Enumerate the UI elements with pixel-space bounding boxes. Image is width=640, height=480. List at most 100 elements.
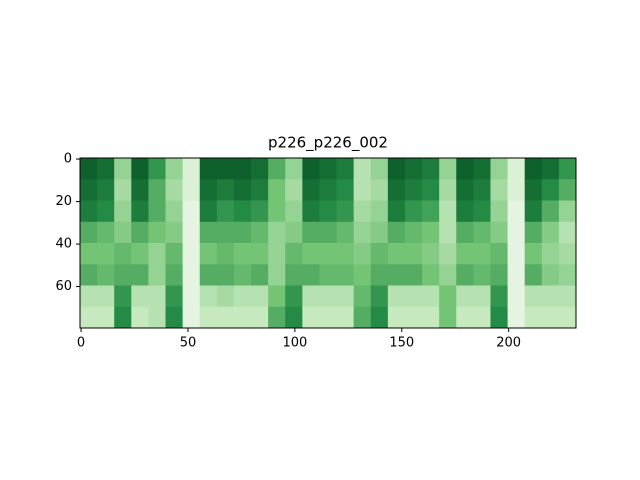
cell <box>165 200 184 223</box>
cell <box>558 200 577 223</box>
cell <box>387 179 406 201</box>
cell <box>456 285 474 308</box>
cell <box>507 221 526 244</box>
cell <box>404 285 423 308</box>
cell <box>524 243 543 265</box>
cell <box>473 264 491 286</box>
cell <box>302 285 320 308</box>
cell <box>199 179 218 201</box>
cell <box>182 285 201 308</box>
y-tick-label: 60 <box>55 279 72 294</box>
cell <box>114 158 132 180</box>
cell <box>97 158 115 180</box>
cell <box>182 264 201 286</box>
cell <box>558 221 577 244</box>
cell <box>233 285 252 308</box>
cell <box>490 264 509 286</box>
cell <box>114 264 132 286</box>
cell <box>456 243 474 265</box>
cell <box>285 179 303 201</box>
axes-frame <box>79 157 577 329</box>
cell <box>456 306 474 329</box>
cell <box>387 285 406 308</box>
cell <box>148 221 167 244</box>
cell <box>507 285 526 308</box>
cell <box>490 285 509 308</box>
cell <box>165 306 184 329</box>
cell <box>353 221 372 244</box>
cell <box>268 306 286 329</box>
cell <box>165 243 184 265</box>
cell <box>422 200 440 223</box>
cell <box>456 264 474 286</box>
cell <box>80 306 98 329</box>
cell <box>182 200 201 223</box>
cell <box>473 243 491 265</box>
cell <box>233 264 252 286</box>
cell <box>182 158 201 180</box>
cell <box>165 158 184 180</box>
cell <box>439 264 457 286</box>
cell <box>439 221 457 244</box>
cell <box>387 200 406 223</box>
cell <box>404 243 423 265</box>
cell <box>148 200 167 223</box>
cell <box>439 306 457 329</box>
cell <box>131 179 149 201</box>
x-tick-label: 100 <box>282 336 307 351</box>
cell <box>131 200 149 223</box>
cell <box>507 158 526 180</box>
cell <box>490 200 509 223</box>
cell <box>439 179 457 201</box>
cell <box>541 200 560 223</box>
x-tick-label: 0 <box>77 336 85 351</box>
cell <box>319 285 338 308</box>
cell <box>422 306 440 329</box>
cell <box>336 158 355 180</box>
cell <box>336 200 355 223</box>
cell <box>285 285 303 308</box>
cell <box>268 179 286 201</box>
cell <box>80 285 98 308</box>
cell <box>302 306 320 329</box>
cell <box>131 285 149 308</box>
cell <box>370 158 389 180</box>
cell <box>216 285 235 308</box>
cell <box>131 221 149 244</box>
cell <box>182 306 201 329</box>
cell <box>233 200 252 223</box>
cell <box>114 200 132 223</box>
cell <box>404 221 423 244</box>
cell <box>353 243 372 265</box>
cell <box>216 306 235 329</box>
cell <box>490 158 509 180</box>
cell <box>148 285 167 308</box>
cell <box>524 221 543 244</box>
cell <box>319 306 338 329</box>
cell <box>97 179 115 201</box>
cell <box>114 285 132 308</box>
cell <box>285 200 303 223</box>
cell <box>165 285 184 308</box>
y-tick-label: 40 <box>55 237 72 252</box>
cell <box>558 179 577 201</box>
cell <box>251 306 269 329</box>
cell <box>97 306 115 329</box>
cell <box>404 179 423 201</box>
cell <box>319 264 338 286</box>
cell <box>233 179 252 201</box>
cell <box>353 285 372 308</box>
cell <box>216 158 235 180</box>
cell <box>473 306 491 329</box>
cell <box>268 243 286 265</box>
cell <box>302 179 320 201</box>
cell <box>80 200 98 223</box>
cell <box>233 243 252 265</box>
cell <box>97 285 115 308</box>
cell <box>422 158 440 180</box>
cell <box>353 306 372 329</box>
cell <box>456 158 474 180</box>
cell <box>114 243 132 265</box>
cell <box>353 200 372 223</box>
cell <box>216 200 235 223</box>
